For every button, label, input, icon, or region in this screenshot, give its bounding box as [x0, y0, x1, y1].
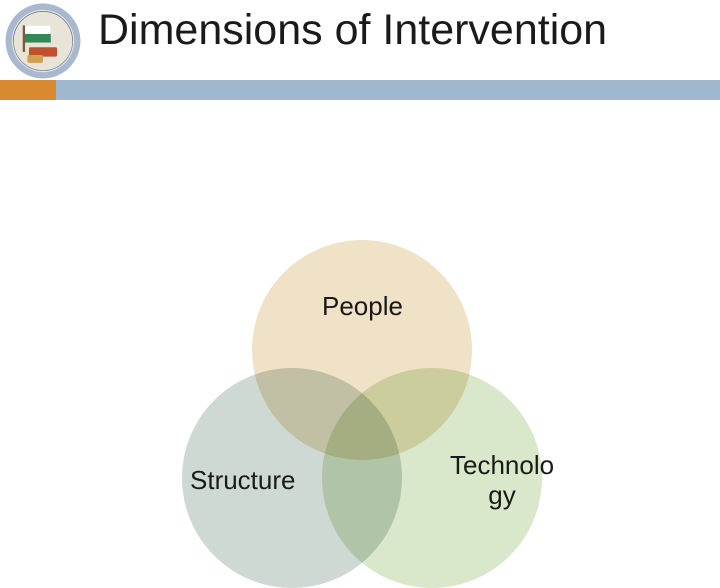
- header-bar-main: [56, 80, 720, 100]
- venn-label-structure: Structure: [190, 466, 296, 496]
- slide-title: Dimensions of Intervention: [98, 6, 607, 55]
- slide-header: Dimensions of Intervention: [0, 0, 720, 96]
- venn-label-people: People: [322, 292, 403, 322]
- header-bar-accent: [0, 80, 56, 100]
- org-logo: [4, 2, 82, 80]
- venn-label-technology: Technology: [450, 451, 554, 511]
